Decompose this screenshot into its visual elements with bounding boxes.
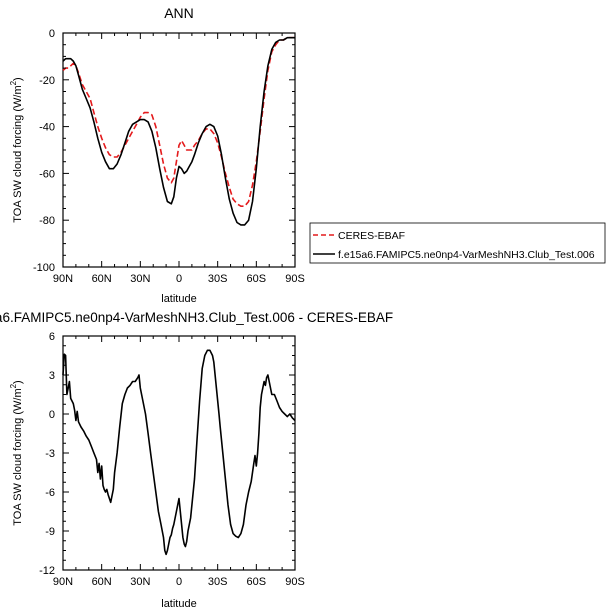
legend: CERES-EBAF f.e15a6.FAMIPC5.ne0np4-VarMes… <box>309 222 606 264</box>
bottom-x-tick-label: 90S <box>285 576 305 588</box>
bottom-x-axis-label: latitude <box>161 598 196 610</box>
top-x-tick-label: 90N <box>53 273 73 285</box>
bottom-x-tick-label: 60N <box>92 576 112 588</box>
top-y-axis-label-close: ) <box>12 77 24 81</box>
bottom-panel: f.e15a6.FAMIPC5.ne0np4-VarMeshNH3.Club_T… <box>0 310 393 610</box>
top-y-tick-label: -20 <box>39 75 55 87</box>
bottom-chart-title: f.e15a6.FAMIPC5.ne0np4-VarMeshNH3.Club_T… <box>0 310 393 325</box>
top-y-tick-label: -40 <box>39 122 55 134</box>
top-panel: ANN 90N 60N 30N 0 30S 60S 90S 0 -20 -40 -60 -80 -100… <box>9 5 606 305</box>
top-x-tick-label: 0 <box>176 273 182 285</box>
bottom-y-tick-label: 6 <box>49 331 55 343</box>
bottom-x-tick-label: 90N <box>53 576 73 588</box>
legend-label-ceres: CERES-EBAF <box>338 230 405 242</box>
bottom-y-axis-label-close: ) <box>12 380 24 384</box>
bottom-x-tick-label: 30N <box>130 576 150 588</box>
bottom-x-tick-label: 0 <box>176 576 182 588</box>
top-y-tick-label: 0 <box>49 28 55 40</box>
bottom-plot-frame <box>62 335 296 571</box>
top-y-tick-label: -60 <box>39 168 55 180</box>
top-x-tick-label: 90S <box>285 273 305 285</box>
top-series-line-ceres <box>62 36 295 207</box>
top-chart-title: ANN <box>164 5 194 21</box>
top-x-tick-label: 60S <box>247 273 267 285</box>
legend-box <box>309 222 606 264</box>
top-y-tick-label: -80 <box>39 215 55 227</box>
bottom-series-line-difference <box>62 349 296 556</box>
top-series-line-model <box>62 36 295 226</box>
bottom-x-tick-label: 60S <box>247 576 267 588</box>
bottom-y-axis-label: TOA SW cloud forcing (W/m2) <box>9 380 24 525</box>
top-y-tick-label: -100 <box>33 262 55 274</box>
bottom-y-tick-label: 0 <box>49 409 55 421</box>
top-x-tick-label: 60N <box>92 273 112 285</box>
bottom-y-axis-label-sup: 2 <box>9 383 18 388</box>
top-x-axis-label: latitude <box>161 293 196 305</box>
top-x-tick-label: 30S <box>208 273 228 285</box>
top-plot-frame <box>62 32 296 268</box>
top-x-tick-label: 30N <box>130 273 150 285</box>
top-y-axis-label-sup: 2 <box>9 80 18 85</box>
bottom-y-tick-label: -3 <box>45 448 55 460</box>
bottom-y-tick-label: -6 <box>45 487 55 499</box>
legend-label-model: f.e15a6.FAMIPC5.ne0np4-VarMeshNH3.Club_T… <box>338 249 595 261</box>
top-y-axis-label: TOA SW cloud forcing (W/m2) <box>9 77 24 222</box>
bottom-y-tick-label: -12 <box>39 565 55 577</box>
bottom-x-tick-label: 30S <box>208 576 228 588</box>
top-y-axis-label-main: TOA SW cloud forcing (W/m <box>12 85 24 222</box>
bottom-y-axis-label-main: TOA SW cloud forcing (W/m <box>12 388 24 525</box>
bottom-y-tick-label: -9 <box>45 526 55 538</box>
bottom-y-tick-label: 3 <box>49 370 55 382</box>
